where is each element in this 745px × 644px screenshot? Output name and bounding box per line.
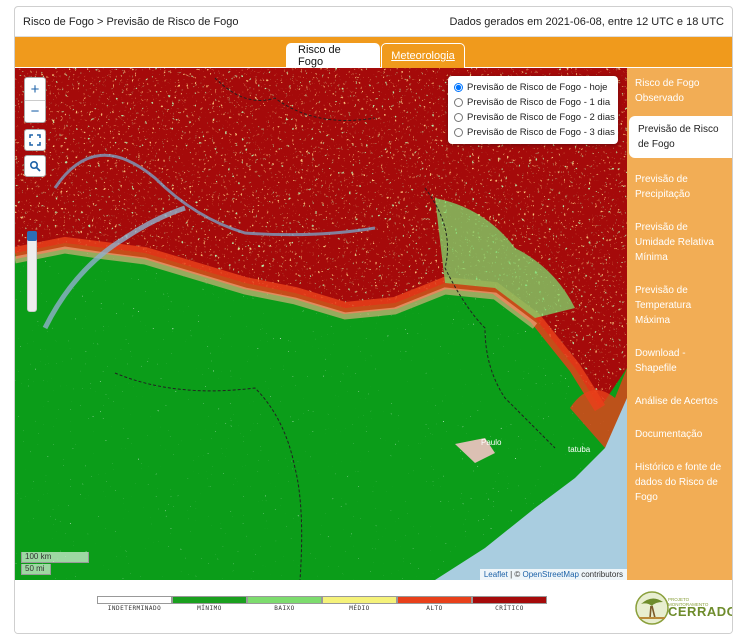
forecast-day-selector: Previsão de Risco de Fogo - hoje Previsã… (448, 76, 618, 144)
logo-name: CERRADO (668, 604, 733, 619)
search-icon (29, 160, 41, 172)
fullscreen-icon (29, 134, 41, 146)
city-label-sao-paulo: Paulo (481, 438, 502, 447)
cerrado-logo: PROJETO MONITORAMENTO CERRADO (635, 586, 732, 630)
sidebar-item-temperatura[interactable]: Previsão de Temperatura Máxima (635, 285, 692, 326)
legend-swatch (247, 596, 322, 604)
legend-class: BAIXO (247, 596, 322, 612)
sidebar-item-previsao-risco[interactable]: Previsão de Risco de Fogo (629, 116, 732, 158)
legend-class: ALTO (397, 596, 472, 612)
legend-swatch (172, 596, 247, 604)
legend-class: MÉDIO (322, 596, 397, 612)
osm-link[interactable]: OpenStreetMap (522, 570, 579, 579)
fire-risk-map[interactable]: + − Previsão de Risco de Fogo - hoje Pre… (15, 68, 627, 580)
leaflet-link[interactable]: Leaflet (483, 570, 508, 579)
sidebar-item-analise[interactable]: Análise de Acertos (635, 396, 718, 407)
legend-label: BAIXO (274, 605, 295, 612)
opacity-slider[interactable] (27, 231, 37, 312)
zoom-control: + − (24, 77, 46, 123)
option-3-dias[interactable]: Previsão de Risco de Fogo - 3 dias (454, 125, 615, 140)
city-label-ubatuba: tatuba (568, 445, 591, 454)
map-scale: 100 km 50 mi (21, 552, 89, 576)
scale-mi: 50 mi (21, 564, 51, 575)
zoom-in-button[interactable]: + (30, 80, 40, 98)
generated-timestamp: Dados gerados em 2021-06-08, entre 12 UT… (449, 15, 724, 28)
footer: INDETERMINADO MÍNIMO BAIXO MÉDIO ALTO CRÍTICO… (15, 580, 732, 633)
tab-risco-de-fogo[interactable]: Risco de Fogo (286, 43, 380, 68)
legend-swatch (472, 596, 547, 604)
legend-label: MÍNIMO (197, 605, 222, 612)
slider-thumb[interactable] (27, 231, 37, 241)
scale-km: 100 km (21, 552, 89, 563)
top-bar: Risco de Fogo > Previsão de Risco de Fog… (15, 7, 732, 37)
sidebar-item-download[interactable]: Download - Shapefile (635, 348, 686, 374)
legend-class: CRÍTICO (472, 596, 547, 612)
map-attribution: Leaflet | © OpenStreetMap contributors (479, 569, 627, 580)
legend-swatch (322, 596, 397, 604)
tab-bar: Risco de Fogo Meteorologia (15, 37, 732, 68)
legend-class: MÍNIMO (172, 596, 247, 612)
legend-swatch (97, 596, 172, 604)
tree-logo-icon (635, 591, 669, 625)
sidebar-item-historico[interactable]: Histórico e fonte de dados do Risco de F… (635, 462, 722, 503)
legend-label: CRÍTICO (495, 605, 524, 612)
option-1-dia[interactable]: Previsão de Risco de Fogo - 1 dia (454, 95, 612, 110)
radio-hoje[interactable] (454, 83, 463, 92)
radio-3-dias[interactable] (454, 128, 463, 137)
logo-small-text: PROJETO MONITORAMENTO (668, 597, 709, 607)
sidebar-item-umidade[interactable]: Previsão de Umidade Relativa Mínima (635, 222, 714, 263)
app-frame: Risco de Fogo > Previsão de Risco de Fog… (14, 6, 733, 634)
search-button[interactable] (24, 155, 46, 177)
legend-label: INDETERMINADO (107, 605, 162, 612)
breadcrumb[interactable]: Risco de Fogo > Previsão de Risco de Fog… (23, 15, 239, 28)
radio-1-dia[interactable] (454, 98, 463, 107)
sidebar-item-risco-observado[interactable]: Risco de Fogo Observado (635, 78, 700, 104)
radio-2-dias[interactable] (454, 113, 463, 122)
risk-raster (15, 68, 627, 580)
sidebar-item-precipitacao[interactable]: Previsão de Precipitação (635, 174, 691, 200)
tab-meteorologia[interactable]: Meteorologia (381, 43, 465, 68)
legend-label: MÉDIO (349, 605, 370, 612)
sidebar: Risco de Fogo Observado Previsão de Risc… (627, 68, 732, 580)
main-area: + − Previsão de Risco de Fogo - hoje Pre… (15, 68, 732, 580)
risk-legend: INDETERMINADO MÍNIMO BAIXO MÉDIO ALTO CRÍTICO (97, 596, 547, 612)
option-hoje[interactable]: Previsão de Risco de Fogo - hoje (454, 80, 612, 95)
legend-swatch (397, 596, 472, 604)
fullscreen-button[interactable] (24, 129, 46, 151)
sidebar-item-documentacao[interactable]: Documentação (635, 429, 703, 440)
legend-class: INDETERMINADO (97, 596, 172, 612)
option-2-dias[interactable]: Previsão de Risco de Fogo - 2 dias (454, 110, 615, 125)
legend-label: ALTO (426, 605, 443, 612)
zoom-out-button[interactable]: − (25, 100, 45, 122)
